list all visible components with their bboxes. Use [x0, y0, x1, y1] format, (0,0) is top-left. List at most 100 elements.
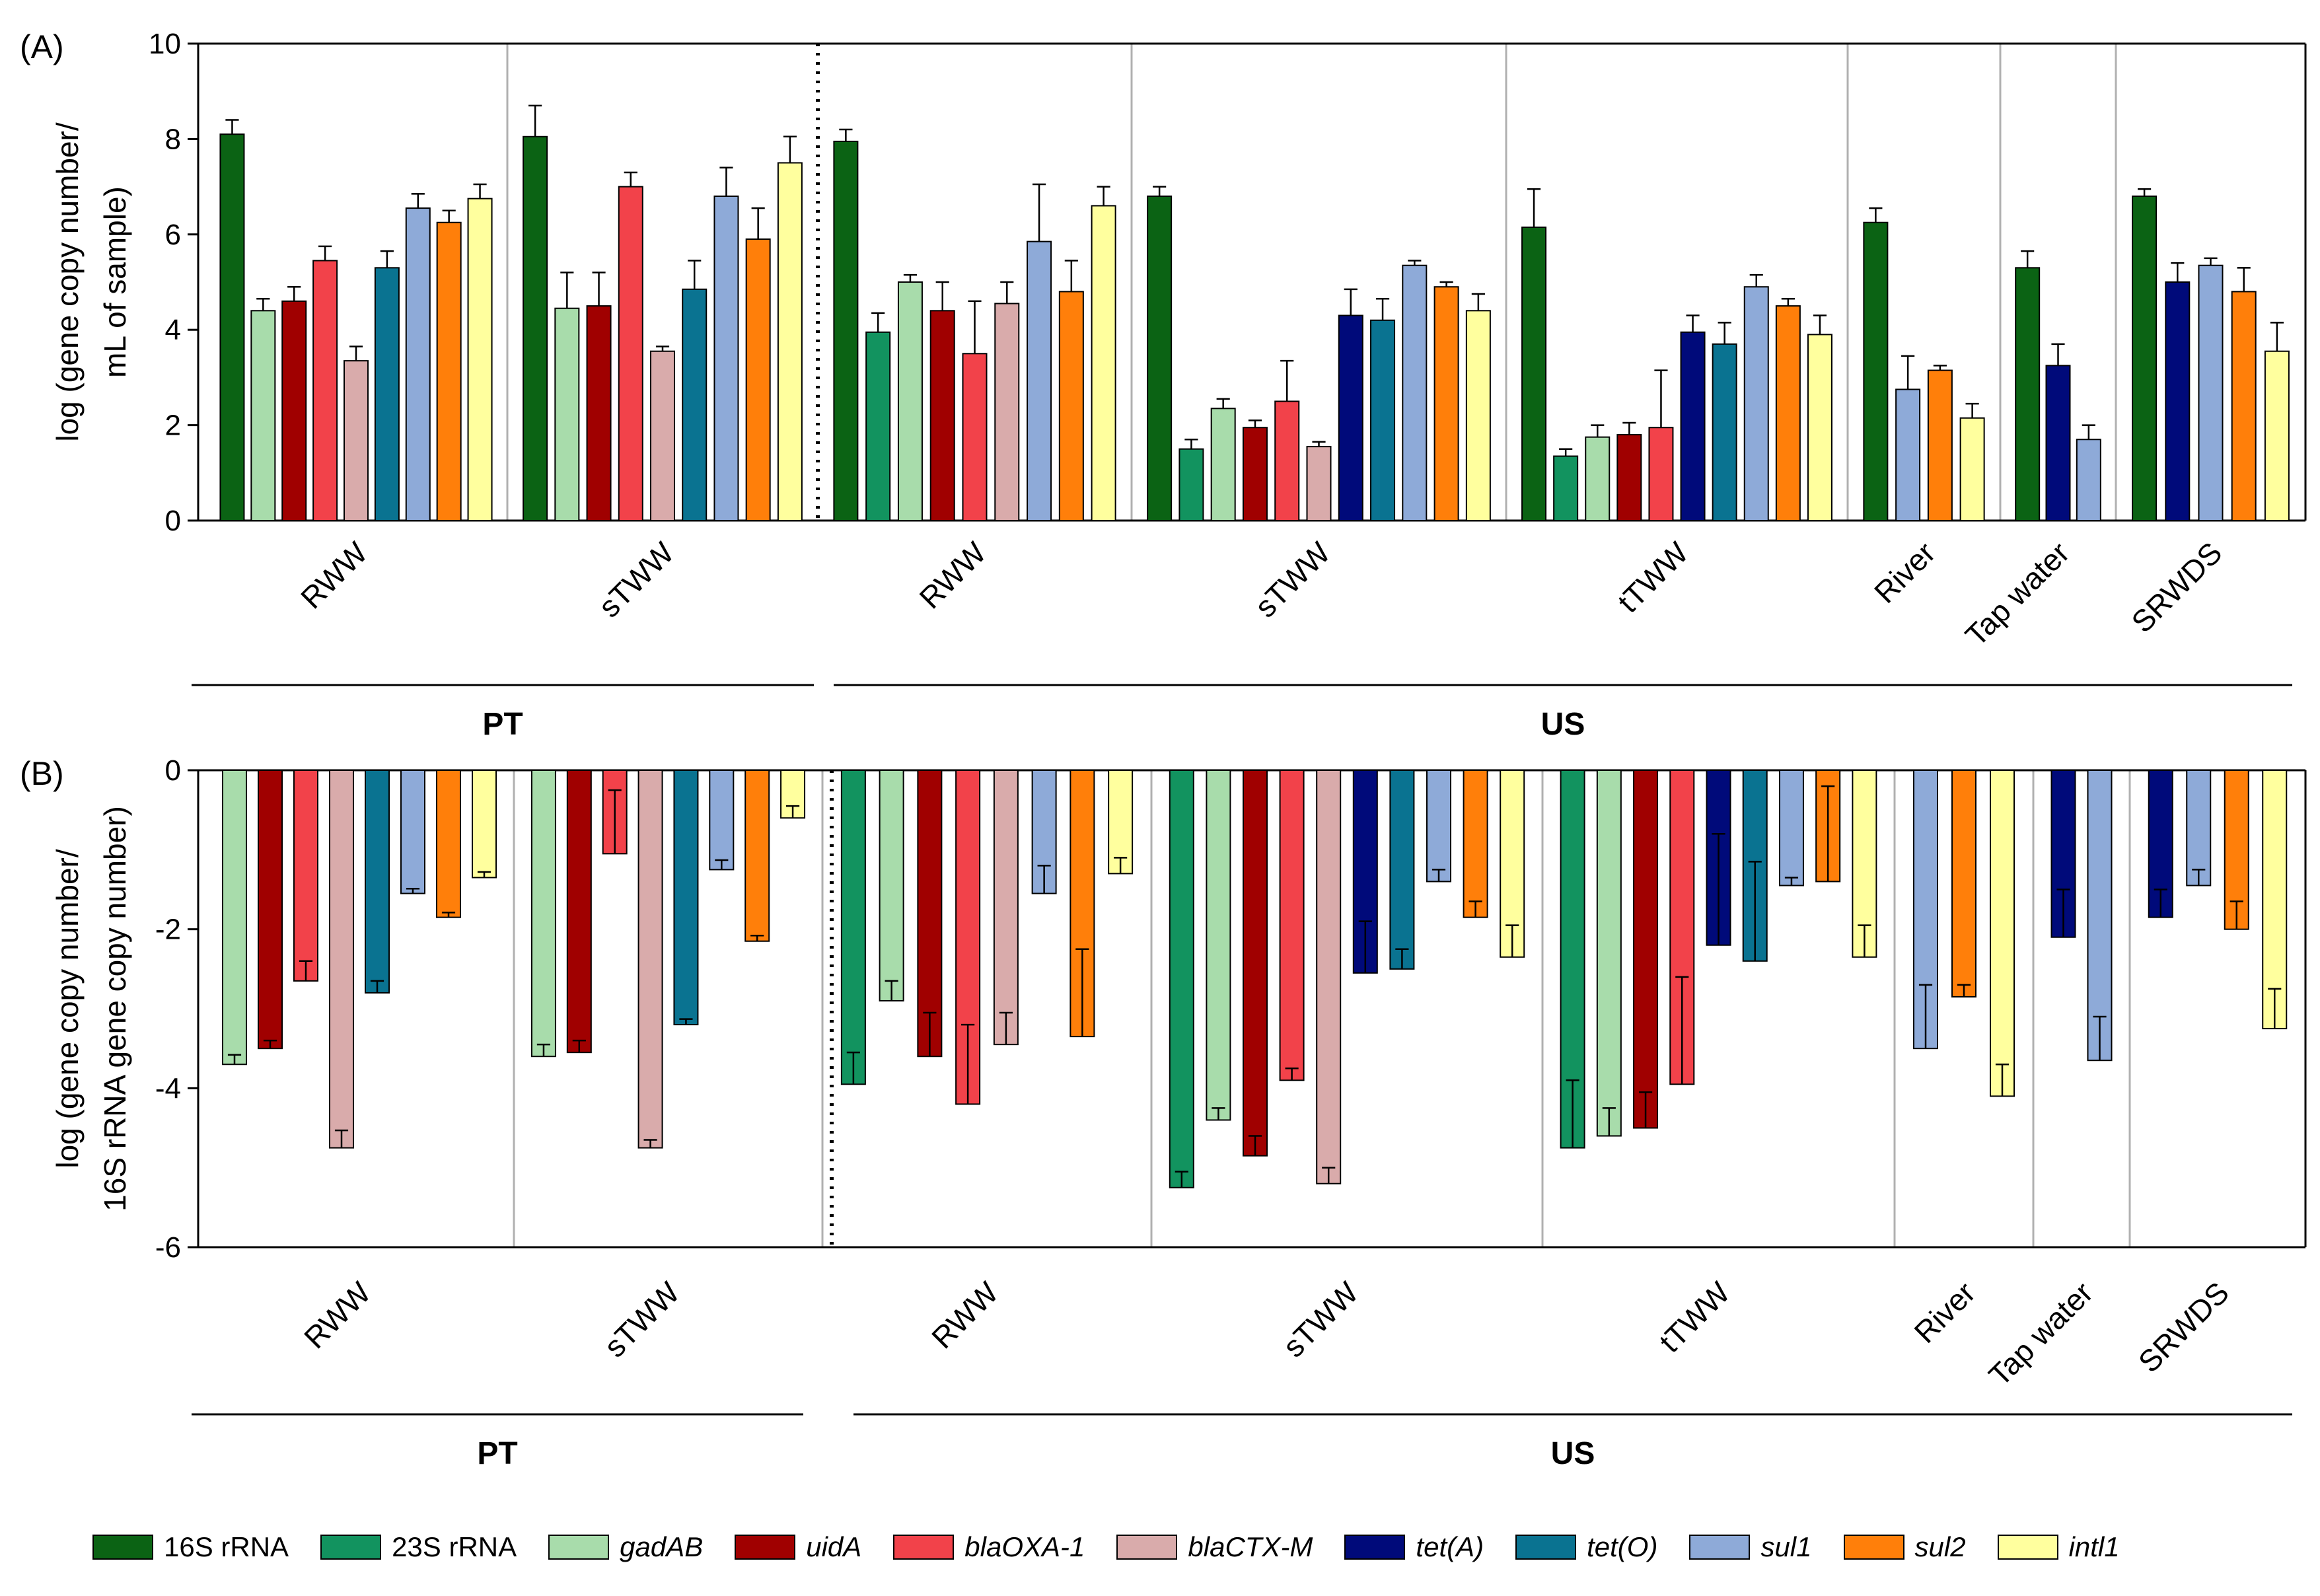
legend-swatch [735, 1535, 796, 1560]
panel-a-bar-pt-rww-blaoxa-1 [312, 260, 338, 521]
panel-b-bar-pt-stww-sul2 [744, 770, 770, 942]
panel-a-bar-pt-stww-uida [586, 305, 612, 521]
panel-b-category-label: SRWDS [2132, 1275, 2235, 1379]
panel-a-bar-us-ttww-gadab [1585, 436, 1611, 522]
panel-a-bar-us-rww-23s-rrna [865, 331, 891, 521]
panel-b-bar-pt-rww-intl1 [472, 770, 497, 879]
legend-swatch [92, 1535, 153, 1560]
panel-b-bar-pt-rww-blaoxa-1 [293, 770, 318, 982]
panel-a-bar-us-stww-tet-o [1370, 319, 1396, 521]
panel-a-bar-pt-stww-sul2 [745, 238, 771, 521]
panel-a-bar-us-ttww-tet-o [1712, 343, 1737, 521]
panel-a-bar-pt-rww-tet-o [374, 267, 400, 521]
panel-b-bar-pt-rww-tet-o [365, 770, 390, 994]
panel-a-bar-us-river-sul1 [1895, 388, 1921, 522]
panel-a-bar-us-stww-23s-rrna [1178, 448, 1204, 522]
panel-a-bar-us-stww-sul2 [1433, 286, 1459, 521]
panel-a-bar-us-ttww-sul1 [1743, 286, 1769, 521]
legend-swatch [548, 1535, 610, 1560]
panel-a-bar-pt-rww-sul2 [436, 221, 462, 521]
panel-b-bar-us-rww-uida [917, 770, 943, 1058]
panel-a-category-label: sTWW [1248, 535, 1337, 624]
panel-a-ytick-label: 10 [149, 28, 181, 60]
legend-item-tet-o: tet(O) [1515, 1531, 1657, 1563]
panel-b-category-label: tTWW [1652, 1275, 1736, 1359]
panel-b-ylabel-line: 16S rRNA gene copy number) [98, 806, 132, 1212]
panel-a-bar-pt-rww-uida [281, 300, 307, 521]
legend-label: 16S rRNA [164, 1531, 289, 1562]
panel-a-ytick-label: 4 [165, 314, 181, 346]
panel-b-bar-us-stww-sul1 [1426, 770, 1451, 883]
panel-b-bar-us-river-intl1 [1990, 770, 2015, 1097]
panel-a-bar-us-srwds-16s-rrna [2132, 196, 2157, 521]
legend-swatch [1116, 1535, 1178, 1560]
panel-b-label: (B) [20, 755, 64, 792]
legend-label: sul2 [1914, 1531, 1966, 1562]
legend-item-gadab: gadAB [548, 1531, 703, 1563]
panel-a-ytick-label: 0 [165, 505, 181, 537]
panel-a-bar-pt-stww-tet-o [682, 288, 707, 521]
panel-b-region-label-us: US [1551, 1436, 1595, 1471]
panel-b-bar-us-rww-blactx-m [993, 770, 1019, 1046]
panel-b-bar-us-stww-blactx-m [1316, 770, 1342, 1184]
panel-b-bar-us-stww-23s-rrna [1169, 770, 1194, 1188]
panel-b-bar-us-ttww-uida [1633, 770, 1659, 1129]
panel-a-ytick-label: 8 [165, 123, 181, 155]
panel-b-bar-pt-rww-gadab [222, 770, 247, 1066]
panel-a-bar-us-ttww-blaoxa-1 [1648, 427, 1674, 522]
panel-a-bar-us-rww-blactx-m [994, 303, 1020, 521]
panel-a-category-label: River [1867, 535, 1942, 610]
panel-a-ylabel-line: log (gene copy number/ [50, 122, 85, 442]
panel-a-ylabel-line: mL of sample) [98, 186, 132, 378]
panel-b-bar-pt-rww-uida [258, 770, 283, 1050]
panel-b-category-label: RWW [297, 1275, 377, 1355]
legend-label: 23S rRNA [392, 1531, 517, 1562]
panel-a-bar-pt-stww-sul1 [713, 196, 739, 521]
panel-a-bar-us-stww-sul1 [1402, 264, 1428, 521]
panel-b-bar-us-tap-water-sul1 [2087, 770, 2113, 1062]
panel-b-bar-us-river-sul2 [1951, 770, 1976, 998]
legend-swatch [893, 1535, 955, 1560]
panel-a-bar-us-srwds-tet-a [2165, 281, 2191, 521]
panel-b-bar-pt-stww-blactx-m [637, 770, 663, 1149]
legend-swatch [320, 1535, 382, 1560]
legend-label: uidA [806, 1531, 862, 1562]
panel-b-bar-pt-rww-sul1 [400, 770, 425, 894]
panel-a-bar-us-ttww-16s-rrna [1521, 226, 1547, 521]
panel-b-bar-us-rww-23s-rrna [840, 770, 866, 1085]
panel-a-region-label-us: US [1541, 707, 1585, 742]
panel-b-bar-us-stww-blaoxa-1 [1279, 770, 1305, 1081]
panel-a-bar-pt-stww-blactx-m [650, 350, 675, 521]
legend-swatch [1843, 1535, 1904, 1560]
legend-label: blaCTX-M [1188, 1531, 1313, 1562]
legend-item-tet-a: tet(A) [1344, 1531, 1484, 1563]
panel-b-bar-pt-stww-uida [566, 770, 592, 1054]
panel-b-bar-us-stww-sul2 [1463, 770, 1488, 918]
panel-b-bar-us-ttww-sul1 [1778, 770, 1804, 887]
panel-b-bar-pt-stww-tet-o [673, 770, 699, 1026]
panel-b-region-label-pt: PT [477, 1436, 517, 1471]
panel-a-category-label: sTWW [592, 535, 681, 624]
legend-swatch [1997, 1535, 2058, 1560]
panel-a-bar-us-stww-blactx-m [1306, 446, 1332, 522]
panel-a-region-label-pt: PT [482, 707, 523, 742]
legend-item-blaoxa-1: blaOXA-1 [893, 1531, 1085, 1563]
panel-a-bar-pt-rww-intl1 [467, 198, 493, 521]
panel-a-category-label: RWW [912, 535, 992, 615]
panel-a-bar-pt-stww-gadab [554, 307, 580, 521]
panel-a-bar-us-river-sul2 [1927, 369, 1953, 521]
panel-a-bar-us-rww-16s-rrna [833, 141, 859, 521]
panel-b-ytick-label: -4 [155, 1072, 181, 1105]
panel-a-bar-pt-stww-intl1 [777, 162, 803, 521]
panel-a-bar-us-ttww-tet-a [1680, 331, 1706, 521]
panel-a-bar-pt-rww-gadab [250, 310, 276, 521]
panel-b-bar-us-srwds-sul1 [2186, 770, 2212, 887]
legend: 16S rRNA 23S rRNA gadAB uidA blaOXA-1 blaCTX-… [92, 1531, 2152, 1563]
legend-item-sul1: sul1 [1689, 1531, 1812, 1563]
panel-b-bar-us-srwds-tet-a [2148, 770, 2173, 918]
panel-a-bar-us-tap-water-16s-rrna [2015, 267, 2041, 521]
legend-item-23s-rrna: 23S rRNA [320, 1531, 517, 1563]
panel-a-ytick-label: 6 [165, 219, 181, 251]
panel-a-bar-us-ttww-uida [1616, 434, 1642, 521]
